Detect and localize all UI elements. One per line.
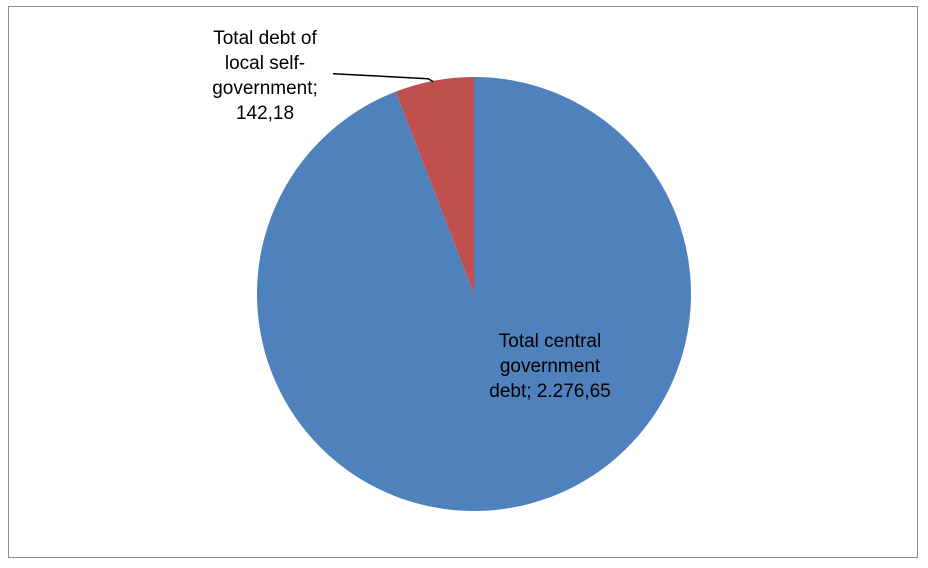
- slice-label-line: Total central: [498, 331, 602, 352]
- slice-label-line: government: [499, 356, 601, 377]
- slice-label-line: 142,18: [235, 103, 295, 124]
- pie-slice-local-debt: [395, 77, 474, 294]
- pie-slices: [256, 77, 691, 511]
- pie-slice-central-debt: [256, 77, 691, 511]
- slice-label-line: Total debt of: [213, 28, 317, 49]
- slice-label-line: government;: [212, 78, 318, 99]
- leader-line-local-debt: [332, 72, 434, 83]
- slice-label-line: debt; 2.276,65: [489, 381, 611, 402]
- slice-label-local-debt: Total debt of local self- government; 14…: [190, 26, 340, 126]
- slice-label-central-debt: Total central government debt; 2.276,65: [455, 329, 645, 404]
- slice-label-line: local self-: [224, 53, 306, 74]
